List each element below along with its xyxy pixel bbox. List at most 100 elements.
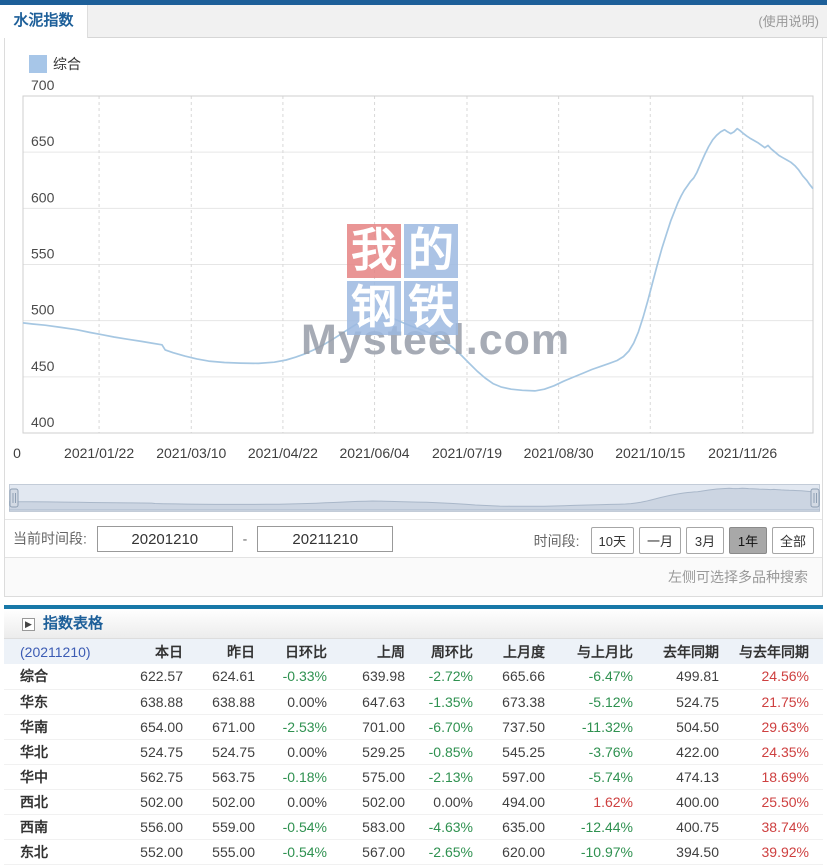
table-cell: 647.63 xyxy=(341,689,419,715)
table-cell: 0.00% xyxy=(269,789,341,815)
y-tick-label: 650 xyxy=(31,133,55,149)
table-cell: 737.50 xyxy=(487,714,559,740)
table-row: 东北 552.00 555.00 -0.54% 567.00 -2.65% 620.00 -1… xyxy=(4,839,823,865)
range-button-2[interactable]: 3月 xyxy=(685,527,724,554)
table-cell: -10.97% xyxy=(559,839,647,865)
table-cell: 494.00 xyxy=(487,789,559,815)
table-cell: 665.66 xyxy=(487,664,559,690)
table-cell: -6.47% xyxy=(559,664,647,690)
table-cell: 620.00 xyxy=(487,839,559,865)
range-button-1[interactable]: 一月 xyxy=(638,527,681,554)
table-cell: 24.35% xyxy=(733,739,823,765)
table-cell: -2.65% xyxy=(419,839,487,865)
top-accent-bar xyxy=(0,0,827,5)
table-cell: 25.50% xyxy=(733,789,823,815)
index-table: (20211210) 本日 昨日 日环比 上周 周环比 上月度 与上月比 去年同期 与去年同期 综… xyxy=(4,639,823,865)
table-cell: 504.50 xyxy=(647,714,733,740)
section-title: 指数表格 xyxy=(43,615,104,632)
table-section-header[interactable]: ▶ 指数表格 xyxy=(4,609,823,639)
date-range-dash: - xyxy=(242,530,248,547)
x-tick-label: 2021/08/30 xyxy=(524,445,594,461)
navigator-area xyxy=(9,487,820,511)
table-cell: 638.88 xyxy=(119,689,197,715)
x-tick-label: 2021/07/19 xyxy=(432,445,502,461)
usage-help-link[interactable]: (使用说明) xyxy=(758,14,819,29)
column-header: (20211210) xyxy=(20,643,91,660)
y-tick-label: 450 xyxy=(31,358,55,374)
table-cell: -2.13% xyxy=(419,764,487,790)
table-cell: -2.53% xyxy=(269,714,341,740)
table-cell: 502.00 xyxy=(341,789,419,815)
column-header: 与上月比 xyxy=(577,643,633,660)
section-accent-bar xyxy=(4,605,823,609)
end-date-input[interactable] xyxy=(257,526,394,552)
table-cell: -1.35% xyxy=(419,689,487,715)
table-cell: -0.54% xyxy=(269,814,341,840)
table-cell: 524.75 xyxy=(647,689,733,715)
legend-swatch-icon xyxy=(29,55,47,73)
navigator-right-handle[interactable] xyxy=(810,488,820,508)
table-cell: 639.98 xyxy=(341,664,419,690)
hint-strip: 左侧可选择多品种搜索 xyxy=(5,557,822,596)
range-navigator[interactable] xyxy=(9,484,820,512)
table-cell: 0.00% xyxy=(269,739,341,765)
table-cell: 21.75% xyxy=(733,689,823,715)
region-name-cell: 东北 xyxy=(4,839,119,865)
table-cell: 624.61 xyxy=(197,664,269,690)
table-cell: 654.00 xyxy=(119,714,197,740)
table-cell: 474.13 xyxy=(647,764,733,790)
table-cell: 422.00 xyxy=(647,739,733,765)
table-row: 西南 556.00 559.00 -0.54% 583.00 -4.63% 635.00 -1… xyxy=(4,814,823,840)
column-header: 周环比 xyxy=(431,643,473,660)
table-cell: -3.76% xyxy=(559,739,647,765)
range-button-0[interactable]: 10天 xyxy=(590,527,634,554)
region-name-cell: 综合 xyxy=(4,664,119,690)
table-cell: 563.75 xyxy=(197,764,269,790)
tab-bar: 水泥指数 (使用说明) xyxy=(0,5,827,38)
column-header: 去年同期 xyxy=(663,643,719,660)
x-tick-label: 2021/01/22 xyxy=(64,445,134,461)
table-cell: 38.74% xyxy=(733,814,823,840)
table-cell: -11.32% xyxy=(559,714,647,740)
navigator-left-handle[interactable] xyxy=(9,488,19,508)
table-cell: 559.00 xyxy=(197,814,269,840)
start-date-input[interactable] xyxy=(96,526,233,552)
table-row: 华南 654.00 671.00 -2.53% 701.00 -6.70% 737.50 -1… xyxy=(4,714,823,740)
table-row: 华北 524.75 524.75 0.00% 529.25 -0.85% 545.25 -3.… xyxy=(4,739,823,765)
table-cell: -0.85% xyxy=(419,739,487,765)
table-cell: 394.50 xyxy=(647,839,733,865)
table-cell: 39.92% xyxy=(733,839,823,865)
table-cell: 671.00 xyxy=(197,714,269,740)
column-header: 上月度 xyxy=(503,643,545,660)
table-cell: 545.25 xyxy=(487,739,559,765)
region-name-cell: 华中 xyxy=(4,764,119,790)
table-cell: 0.00% xyxy=(419,789,487,815)
range-button-4[interactable]: 全部 xyxy=(771,527,814,554)
table-cell: -4.63% xyxy=(419,814,487,840)
x-tick-label: 2021/03/10 xyxy=(156,445,226,461)
table-cell: 529.25 xyxy=(341,739,419,765)
table-cell: 638.88 xyxy=(197,689,269,715)
cement-index-line-chart: 700 650 600 550 500 450 400 0 2021/01/22 2021/03/… xyxy=(13,80,814,461)
chart-legend[interactable]: 综合 xyxy=(29,54,81,74)
table-cell: -12.44% xyxy=(559,814,647,840)
expand-arrow-icon[interactable]: ▶ xyxy=(22,618,35,631)
table-cell: 583.00 xyxy=(341,814,419,840)
table-header-row: (20211210) 本日 昨日 日环比 上周 周环比 上月度 与上月比 去年同期 与去年同期 xyxy=(4,639,823,664)
table-cell: -0.18% xyxy=(269,764,341,790)
y-tick-label: 700 xyxy=(31,80,55,93)
table-cell: 673.38 xyxy=(487,689,559,715)
column-header: 上周 xyxy=(377,643,405,660)
table-cell: 552.00 xyxy=(119,839,197,865)
x-tick-label: 0 xyxy=(13,445,21,461)
region-name-cell: 华北 xyxy=(4,739,119,765)
legend-label: 综合 xyxy=(53,56,81,72)
range-button-3[interactable]: 1年 xyxy=(728,527,767,554)
tab-cement-index[interactable]: 水泥指数 xyxy=(0,5,88,38)
column-header: 昨日 xyxy=(227,643,255,660)
current-period-label: 当前时间段: xyxy=(13,530,87,547)
table-cell: 29.63% xyxy=(733,714,823,740)
table-cell: 567.00 xyxy=(341,839,419,865)
